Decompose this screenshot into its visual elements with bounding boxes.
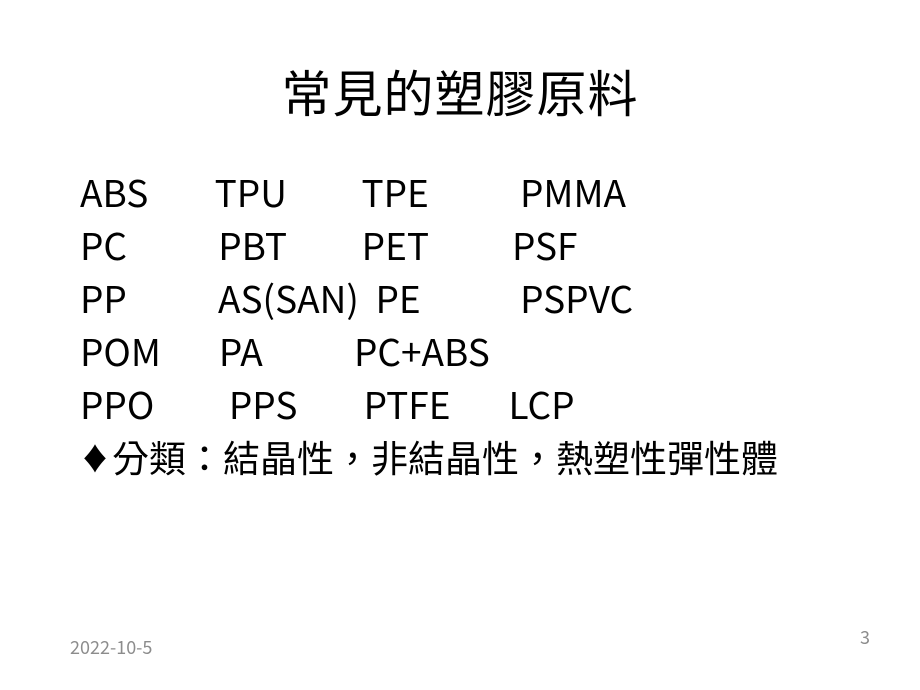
- material-row: POM PA PC+ABS: [80, 324, 860, 377]
- material-row: PP AS(SAN) PE PSPVC: [80, 271, 860, 324]
- material-row: PPO PPS PTFE LCP: [80, 377, 860, 430]
- footer-page-number: 3: [860, 624, 870, 650]
- slide: 常見的塑膠原料 ABS TPU TPE PMMA PC PBT PET PSF …: [0, 0, 920, 690]
- classification-text: 分類：結晶性，非結晶性，熱塑性彈性體: [112, 429, 778, 483]
- classification-line: ♦分類：結晶性，非結晶性，熱塑性彈性體: [80, 430, 860, 483]
- slide-title: 常見的塑膠原料: [0, 0, 920, 127]
- diamond-icon: ♦: [80, 436, 110, 479]
- footer-date: 2022-10-5: [70, 634, 152, 660]
- slide-body: ABS TPU TPE PMMA PC PBT PET PSF PP AS(SA…: [80, 165, 860, 482]
- material-row: ABS TPU TPE PMMA: [80, 165, 860, 218]
- material-row: PC PBT PET PSF: [80, 218, 860, 271]
